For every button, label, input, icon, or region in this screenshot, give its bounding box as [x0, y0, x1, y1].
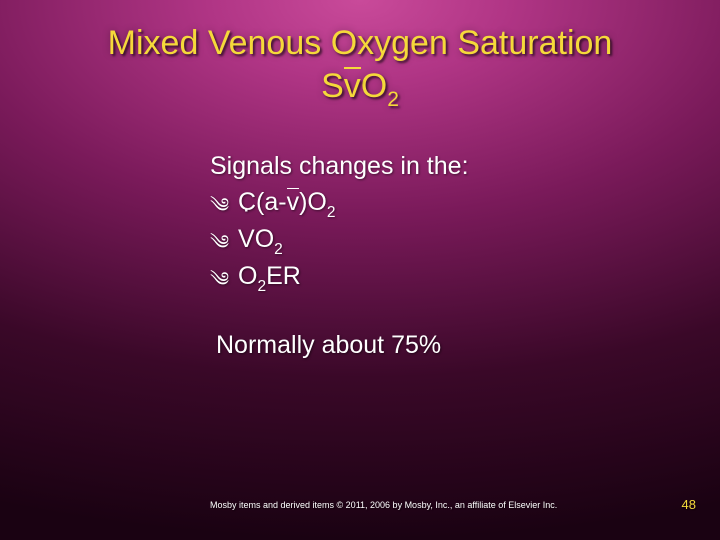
vo2-o: O	[255, 225, 274, 253]
title-line-2: SvO2	[60, 65, 660, 112]
cavo2-mid: )O	[299, 188, 327, 216]
title-symbol-s: S	[321, 67, 344, 105]
bullet-text-o2er: O2ER	[238, 260, 301, 297]
vo2-vdot: V	[238, 223, 255, 257]
bullet-item: ༄ VO2	[210, 223, 680, 260]
slide-body: Signals changes in the: ༄ C(a-v)O2 ༄ VO2…	[210, 150, 680, 362]
bullet-text-cavo2: C(a-v)O2	[238, 186, 336, 223]
title-subscript: 2	[387, 88, 399, 111]
title-line-1: Mixed Venous Oxygen Saturation	[60, 22, 660, 65]
bullet-icon: ༄	[210, 233, 238, 253]
slide: Mixed Venous Oxygen Saturation SvO2 Sign…	[0, 0, 720, 540]
lead-text: Signals changes in the:	[210, 150, 680, 184]
slide-title: Mixed Venous Oxygen Saturation SvO2	[60, 22, 660, 112]
bullet-item: ༄ O2ER	[210, 260, 680, 297]
normal-text: Normally about 75%	[216, 329, 680, 363]
cavo2-vbar: v	[287, 186, 300, 220]
bullet-text-vo2: VO2	[238, 223, 283, 260]
bullet-icon: ༄	[210, 270, 238, 290]
o2er-suffix: ER	[266, 262, 301, 290]
copyright-footer: Mosby items and derived items © 2011, 20…	[210, 500, 557, 510]
cavo2-sub: 2	[327, 204, 336, 221]
vo2-sub: 2	[274, 241, 283, 258]
o2er-sub: 2	[257, 278, 266, 295]
title-vbar: v	[344, 65, 361, 108]
bullet-item: ༄ C(a-v)O2	[210, 186, 680, 223]
bullet-icon: ༄	[210, 196, 238, 216]
title-symbol-o: O	[361, 67, 387, 105]
o2er-o: O	[238, 262, 257, 290]
page-number: 48	[682, 497, 696, 512]
